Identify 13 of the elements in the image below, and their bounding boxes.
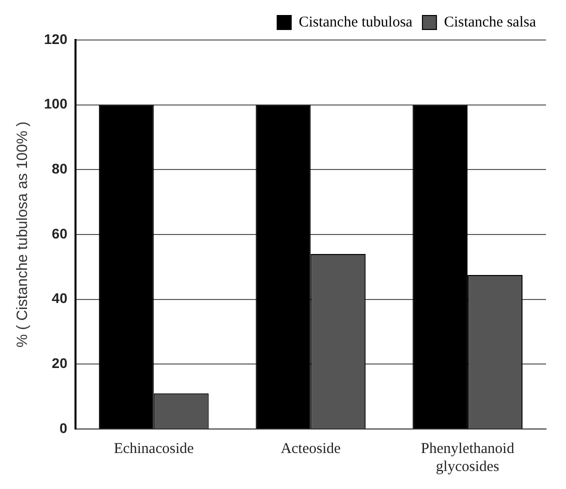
y-tick-label: 100 <box>44 96 68 112</box>
legend-label: Cistanche salsa <box>444 14 536 30</box>
x-tick-label: Echinacoside <box>114 440 194 457</box>
x-tick-label: Acteoside <box>280 440 342 457</box>
y-tick-label: 120 <box>44 30 68 47</box>
y-tick-label: 60 <box>52 225 68 242</box>
y-tick-label: 20 <box>52 355 68 372</box>
y-tick-label: 80 <box>52 160 68 177</box>
y-tick-label: 0 <box>60 420 68 436</box>
x-tick-label: Phenylethanoid glycosides <box>420 440 515 475</box>
y-axis-title: % ( Cistanche tubulosa as 100% ) <box>14 122 32 348</box>
legend-label: Cistanche tubulosa <box>298 14 413 30</box>
y-tick-label: 40 <box>52 290 68 306</box>
